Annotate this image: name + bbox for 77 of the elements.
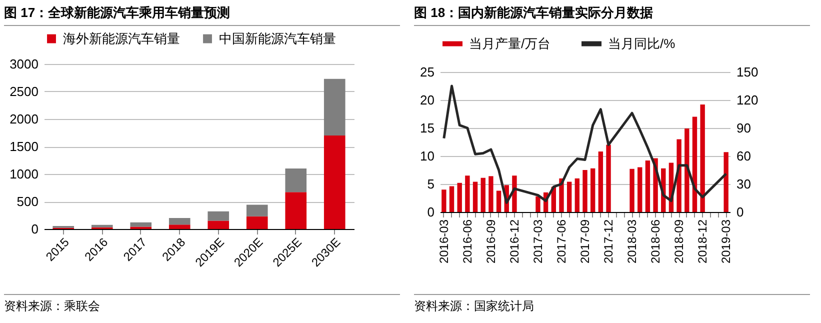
bar (574, 178, 580, 212)
bar (246, 204, 268, 216)
bar (472, 182, 478, 212)
bar (285, 168, 307, 192)
x-tick-label: 2018-09 (672, 219, 686, 264)
bar (449, 186, 454, 212)
bar (512, 176, 517, 212)
x-tick-label: 2017-03 (530, 219, 545, 264)
x-tick-label: 2019-03 (719, 219, 734, 264)
y-tick-label: 2500 (10, 84, 38, 99)
bar (606, 144, 611, 212)
bar (645, 160, 650, 212)
x-tick-label: 2017-09 (578, 219, 592, 264)
x-tick-label: 2018-03 (625, 219, 640, 264)
x-tick-label: 2016-03 (436, 219, 451, 264)
bar (208, 211, 230, 221)
bar (442, 190, 446, 212)
bar (480, 178, 486, 212)
legend-label: 海外新能源汽车销量 (63, 30, 180, 46)
x-tick-label: 2016-12 (507, 219, 522, 264)
x-tick-label: 2016-09 (484, 219, 498, 264)
x-tick-label: 2016-06 (460, 219, 474, 264)
legend-label: 中国新能源汽车销量 (219, 30, 336, 46)
x-tick-label: 2017-06 (554, 219, 568, 264)
legend-label: 当月同比/% (608, 36, 676, 51)
bar (324, 78, 346, 136)
bar (91, 224, 113, 228)
y2-tick-label: 120 (736, 92, 758, 108)
bar (724, 152, 728, 212)
bar (598, 152, 604, 212)
y2-tick-label: 150 (736, 64, 758, 80)
y-tick-label: 0 (31, 222, 38, 236)
y-tick-label: 500 (16, 194, 38, 209)
x-tick-label: 2018-12 (696, 219, 710, 264)
legend-label: 当月产量/万台 (469, 36, 551, 51)
x-tick-label: 2017-12 (602, 219, 616, 264)
y-tick-label: 10 (420, 148, 434, 164)
text: 资料来源：国家统计局 (414, 294, 810, 315)
bar (536, 196, 540, 212)
bar (684, 128, 690, 212)
bar (168, 218, 190, 225)
y-tick-label: 5 (427, 176, 434, 192)
y2-tick-label: 60 (736, 148, 751, 164)
chart-title: 图 17：全球新能源汽车乘用车销量预测 (4, 2, 400, 26)
bar (676, 139, 682, 212)
y-tick-label: 1000 (10, 166, 38, 182)
y-tick-label: 20 (420, 92, 434, 108)
bar (692, 116, 698, 212)
chart-title: 图 18：国内新能源汽车销量实际分月数据 (414, 2, 810, 26)
bar (465, 176, 470, 212)
bar (630, 168, 634, 212)
bar (488, 176, 494, 212)
bar (700, 104, 705, 212)
y-tick-label: 1500 (10, 139, 38, 154)
bar (457, 182, 462, 212)
text: 资料来源：乘联会 (4, 294, 400, 315)
y2-tick-label: 90 (736, 120, 751, 136)
bar (566, 182, 572, 212)
y2-tick-label: 30 (736, 176, 751, 192)
bar (130, 222, 152, 227)
bar (590, 168, 596, 212)
bar (208, 220, 230, 229)
line-series (442, 84, 728, 204)
bar (285, 192, 307, 229)
bar (582, 170, 588, 212)
bar (168, 224, 190, 229)
y-tick-label: 2000 (10, 112, 38, 126)
bar (638, 167, 642, 212)
y-tick-label: 0 (427, 204, 434, 220)
bar (496, 190, 502, 212)
x-tick-label: 2018-06 (648, 219, 663, 264)
y-tick-label: 3000 (10, 56, 38, 72)
bar (324, 136, 346, 229)
bar (246, 216, 268, 229)
y2-tick-label: 0 (736, 204, 744, 220)
y-tick-label: 15 (420, 120, 434, 136)
y-tick-label: 25 (420, 64, 434, 80)
